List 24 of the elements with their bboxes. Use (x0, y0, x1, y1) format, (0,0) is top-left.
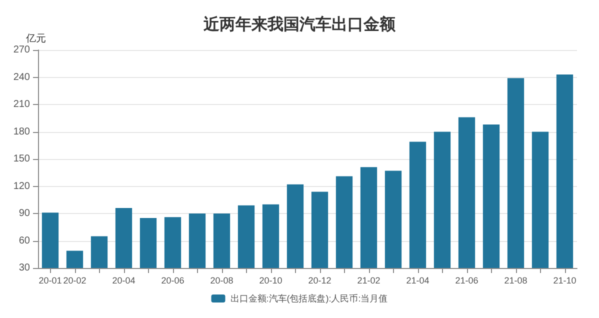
chart-title: 近两年来我国汽车出口金额 (202, 16, 396, 34)
y-tick-label: 30 (18, 262, 30, 274)
y-tick-label: 210 (13, 99, 30, 110)
y-tick-label: 270 (13, 44, 30, 56)
y-tick-label: 90 (18, 208, 30, 219)
x-tick-label: 20-04 (112, 276, 136, 286)
x-tick-label: 21-10 (553, 276, 576, 286)
x-tick-label: 20-06 (161, 276, 184, 286)
y-tick-label: 240 (13, 72, 30, 83)
legend-label: 出口金额:汽车(包括底盘):人民币:当月值 (230, 294, 388, 304)
x-tick-label: 20-02 (63, 276, 86, 286)
x-tick-label: 20-12 (308, 276, 332, 286)
y-axis-title: 亿元 (25, 34, 46, 44)
x-tick-label: 20-08 (210, 276, 234, 286)
x-tick-label: 21-04 (406, 276, 430, 286)
x-tick-label: 20-10 (259, 276, 282, 286)
y-tick-label: 60 (18, 235, 30, 246)
y-tick-label: 180 (13, 126, 30, 138)
x-tick-label: 20-01 (38, 276, 62, 286)
x-tick-label: 21-06 (455, 276, 478, 286)
y-tick-label: 150 (13, 154, 30, 164)
x-tick-label: 21-02 (357, 276, 380, 286)
y-tick-label: 120 (13, 180, 30, 192)
x-tick-label: 21-08 (504, 276, 528, 286)
